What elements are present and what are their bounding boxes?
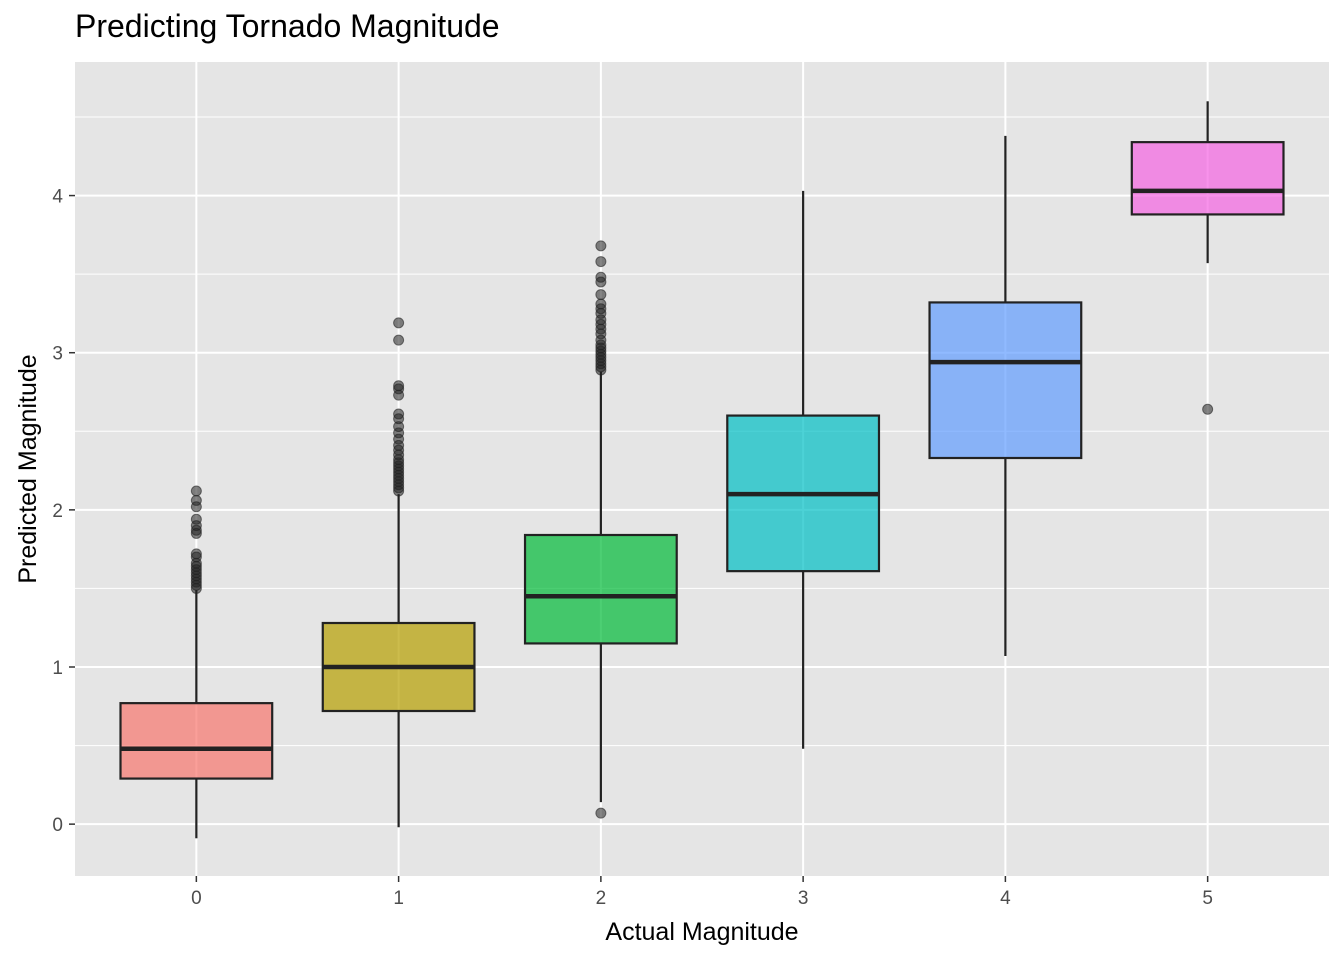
y-tick-label: 1	[52, 658, 63, 679]
box-group-1	[321, 317, 476, 828]
box-group-0	[119, 485, 274, 839]
box-group-3	[726, 190, 881, 749]
box-group-2	[523, 240, 678, 819]
boxes-layer	[119, 101, 1285, 839]
y-tick-label: 0	[52, 815, 63, 836]
x-tick-label: 4	[1000, 888, 1011, 909]
outlier-point	[190, 485, 202, 497]
outlier-point	[595, 298, 607, 310]
y-tick-label: 2	[52, 501, 63, 522]
x-tick-label: 5	[1202, 888, 1213, 909]
box-iqr	[523, 533, 678, 645]
y-axis: 0 1 2 3 4	[52, 187, 75, 836]
plot-panel	[75, 62, 1329, 876]
outlier-point	[595, 256, 607, 268]
box-iqr	[928, 301, 1083, 460]
outlier-point	[190, 548, 202, 560]
x-tick-label: 1	[393, 888, 404, 909]
box-group-4	[928, 135, 1083, 656]
outlier-point	[595, 240, 607, 252]
x-axis: 0 1 2 3 4 5	[191, 876, 1213, 909]
x-tick-label: 2	[596, 888, 607, 909]
outlier-point	[393, 408, 405, 420]
box-iqr	[1130, 141, 1285, 216]
box-group-5	[1130, 101, 1285, 415]
outlier-point	[595, 271, 607, 283]
box-iqr	[119, 702, 274, 780]
outlier-point	[393, 334, 405, 346]
x-tick-label: 3	[798, 888, 809, 909]
outlier-point	[595, 807, 607, 819]
outlier-point	[190, 494, 202, 506]
x-tick-label: 0	[191, 888, 202, 909]
chart-title: Predicting Tornado Magnitude	[75, 8, 500, 44]
outlier-point	[595, 289, 607, 301]
outlier-point	[1202, 403, 1214, 415]
x-axis-title: Actual Magnitude	[605, 918, 798, 946]
y-tick-label: 4	[52, 187, 63, 208]
outlier-point	[393, 317, 405, 329]
y-axis-title: Predicted Magnitude	[14, 354, 42, 583]
outlier-point	[190, 513, 202, 525]
y-tick-label: 3	[52, 344, 63, 365]
minor-gridlines	[75, 116, 1329, 747]
outlier-point	[393, 380, 405, 392]
